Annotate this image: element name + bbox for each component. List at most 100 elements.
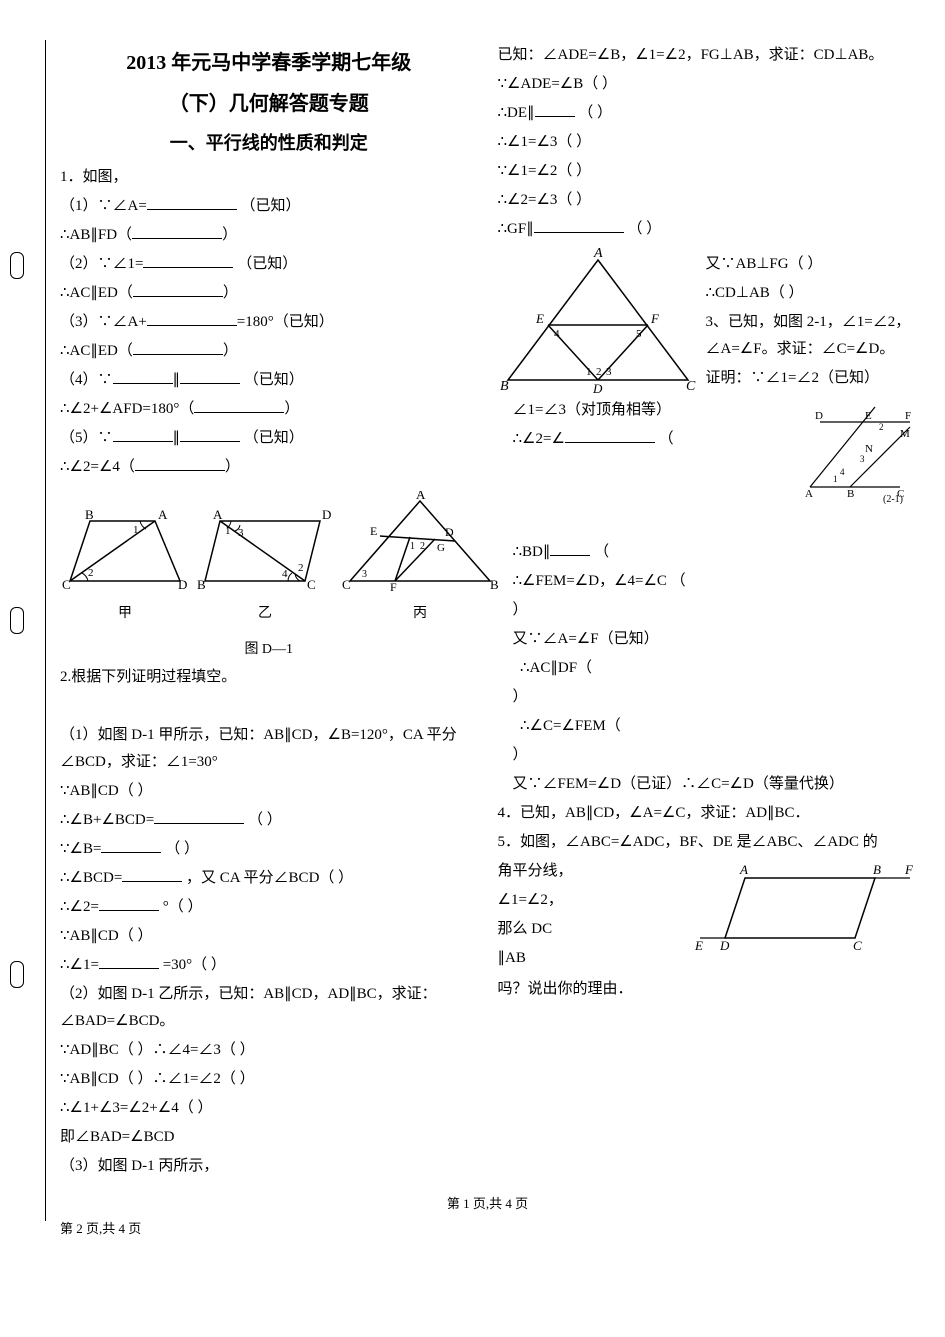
q5-intro: 5．如图，∠ABC=∠ADC，BF、DE 是∠ABC、∠ADC 的 — [498, 829, 916, 856]
blank — [135, 455, 225, 471]
right-column: 已知：∠ADE=∠B，∠1=∠2，FG⊥AB，求证：CD⊥AB。 ∵∠ADE=∠… — [498, 40, 916, 1182]
q1-line1: （1）∵∠A= （已知） — [60, 193, 478, 220]
svg-text:D: D — [322, 507, 331, 522]
page-number-left: 第 2 页,共 4 页 — [60, 1217, 915, 1240]
svg-text:B: B — [847, 488, 854, 500]
section-title: 一、平行线的性质和判定 — [60, 127, 478, 159]
text: （ — [659, 431, 674, 447]
q3-l7: ∴AC∥DF（ — [498, 655, 916, 682]
svg-text:2: 2 — [298, 562, 304, 574]
q3-continued: A B C D E F N M 1 2 3 4 (2-1) — [498, 397, 916, 507]
triangle-and-text: A B C E F D 4 5 1 2 3 又∵AB⊥FG（ ） — [498, 245, 916, 395]
svg-text:4: 4 — [554, 328, 560, 340]
blank — [180, 426, 240, 442]
text: ∴GF∥ — [498, 221, 534, 237]
text: ∴∠FEM=∠D，∠4=∠C （ — [513, 573, 686, 589]
svg-text:3: 3 — [238, 527, 244, 539]
blank — [132, 223, 222, 239]
svg-text:C: C — [62, 577, 71, 592]
blank — [194, 397, 284, 413]
svg-text:3: 3 — [606, 366, 612, 378]
svg-text:F: F — [650, 311, 660, 326]
r-intro: 已知：∠ADE=∠B，∠1=∠2，FG⊥AB，求证：CD⊥AB。 — [498, 42, 916, 69]
svg-text:4: 4 — [282, 568, 288, 580]
svg-text:D: D — [719, 938, 730, 953]
q2-intro: 2.根据下列证明过程填空。 — [60, 664, 478, 691]
svg-text:B: B — [873, 862, 881, 877]
text: ∴∠2=∠ — [513, 431, 565, 447]
q1-line4: ∴AC∥ED（） — [60, 280, 478, 307]
svg-text:F: F — [904, 862, 914, 877]
svg-text:(2-1): (2-1) — [883, 494, 903, 505]
worksheet-page: 2013 年元马中学春季学期七年级 （下）几何解答题专题 一、平行线的性质和判定… — [0, 0, 945, 1261]
q3-l7b: ） — [498, 684, 916, 711]
r-l6: ∴GF∥ （ ） — [498, 216, 916, 243]
title-line-1: 2013 年元马中学春季学期七年级 — [60, 45, 478, 81]
svg-text:1: 1 — [586, 366, 592, 378]
q1-line10: ∴∠2=∠4（） — [60, 454, 478, 481]
figure-bing: A C B E D G F 1 2 3 丙 — [340, 491, 500, 626]
q2-p3-intro: （3）如图 D-1 丙所示， — [60, 1153, 478, 1180]
blank — [535, 101, 575, 117]
text: （1）∵∠A= — [60, 198, 147, 214]
svg-text:A: A — [593, 246, 603, 261]
q5-l5: 吗？说出你的理由． — [498, 976, 916, 1003]
svg-text:C: C — [342, 577, 351, 592]
blank — [147, 310, 237, 326]
svg-text:B: B — [85, 507, 94, 522]
trapezoid-jia-svg: B A C D 1 2 — [60, 501, 190, 601]
two-column-layout: 2013 年元马中学春季学期七年级 （下）几何解答题专题 一、平行线的性质和判定… — [60, 40, 915, 1182]
svg-text:A: A — [739, 862, 748, 877]
q2-p1-l6: ∵AB∥CD（ ） — [60, 923, 478, 950]
page-number-center: 第 1 页,共 4 页 — [60, 1192, 915, 1215]
text: ∴DE∥ — [498, 105, 535, 121]
svg-text:A: A — [416, 491, 426, 502]
text: ∴∠C=∠FEM（ — [520, 718, 621, 734]
q2-p1-l1: ∵AB∥CD（ ） — [60, 778, 478, 805]
svg-text:3: 3 — [860, 454, 865, 464]
figure-d1-row: B A C D 1 2 甲 A — [60, 491, 478, 626]
svg-text:A: A — [158, 507, 168, 522]
q3-l6: 又∵∠A=∠F（已知） — [498, 626, 916, 653]
text: （ ） — [578, 105, 612, 121]
svg-text:E: E — [695, 938, 703, 953]
figure-q5-parallelogram: A B D C E F — [695, 858, 915, 958]
svg-text:1: 1 — [225, 525, 231, 537]
text: =30°（ ） — [163, 957, 226, 973]
svg-text:E: E — [535, 311, 544, 326]
q3-l9: 又∵∠FEM=∠D（已证）∴∠C=∠D（等量代换） — [498, 771, 916, 798]
text: （2）∵∠1= — [60, 256, 143, 272]
svg-text:D: D — [445, 525, 454, 539]
figure-2-1: A B C D E F N M 1 2 3 4 (2-1) — [805, 397, 915, 507]
blank — [113, 426, 173, 442]
svg-text:E: E — [370, 524, 377, 538]
q3-l8: ∴∠C=∠FEM（ — [498, 713, 916, 740]
blank — [550, 540, 590, 556]
r-l3: ∴∠1=∠3（ ） — [498, 129, 916, 156]
blank — [122, 866, 182, 882]
blank — [534, 217, 624, 233]
svg-text:2: 2 — [420, 541, 425, 552]
text: ） — [284, 401, 299, 417]
text: ，又 CA 平分∠BCD（ ） — [186, 870, 353, 886]
text: （已知） — [237, 256, 297, 272]
caption-bing: 丙 — [340, 601, 500, 626]
r-l5: ∴∠2=∠3（ ） — [498, 187, 916, 214]
parallelogram-yi-svg: A D B C 1 3 2 4 — [195, 501, 335, 601]
caption-jia: 甲 — [60, 601, 190, 626]
q2-p2-intro: （2）如图 D-1 乙所示，已知：AB∥CD，AD∥BC，求证：∠BAD=∠BC… — [60, 981, 478, 1035]
q1-line5: （3）∵∠A+=180°（已知） — [60, 309, 478, 336]
q3-l8b: ） — [498, 742, 916, 769]
blank — [99, 895, 159, 911]
q2-p2-l3: ∴∠1+∠3=∠2+∠4（ ） — [60, 1095, 478, 1122]
svg-text:D: D — [815, 410, 823, 422]
title-line-2: （下）几何解答题专题 — [60, 86, 478, 122]
q1-line9: （5）∵∥ （已知） — [60, 425, 478, 452]
q1-line8: ∴∠2+∠AFD=180°（） — [60, 396, 478, 423]
svg-text:C: C — [307, 577, 316, 592]
text: ∴∠2=∠4（ — [60, 459, 135, 475]
svg-text:N: N — [865, 443, 873, 455]
svg-text:D: D — [178, 577, 187, 592]
text: ∴AC∥DF（ — [520, 660, 592, 676]
svg-text:2: 2 — [879, 422, 884, 432]
